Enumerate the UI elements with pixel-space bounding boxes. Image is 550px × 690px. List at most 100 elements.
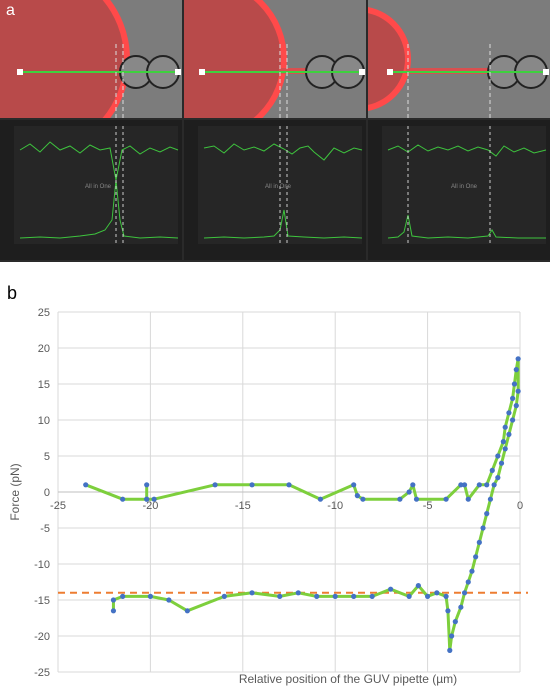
svg-text:All in One: All in One (451, 184, 478, 190)
data-point (513, 403, 519, 409)
data-point (249, 590, 255, 596)
data-point (473, 554, 479, 560)
y-tick-label: 20 (38, 343, 50, 355)
data-point (314, 593, 320, 599)
data-point (443, 496, 449, 502)
data-point (397, 496, 403, 502)
x-axis-label: Relative position of the GUV pipette (µm… (239, 672, 457, 686)
data-point (110, 608, 117, 614)
data-point (360, 496, 366, 502)
x-tick-label: -10 (327, 500, 343, 512)
panel-label-b: b (7, 283, 18, 303)
data-point (83, 482, 89, 488)
data-point (443, 593, 449, 599)
data-point (406, 489, 412, 495)
data-point (415, 583, 421, 589)
data-point (425, 593, 431, 599)
intensity-graph-1: All in One (0, 120, 182, 260)
data-point (410, 482, 416, 488)
data-point (369, 593, 375, 599)
micrograph-2 (184, 0, 366, 118)
data-point (495, 453, 501, 459)
data-point (484, 482, 490, 488)
data-point (286, 482, 292, 488)
data-point (151, 496, 157, 502)
micrograph-3 (368, 0, 550, 118)
data-point (476, 482, 482, 488)
intensity-graph-3: All in One (368, 120, 550, 260)
x-tick-label: -20 (142, 500, 158, 512)
micrograph-1 (0, 0, 182, 118)
data-point (249, 482, 255, 488)
x-tick-label: -25 (50, 500, 66, 512)
y-tick-label: 25 (38, 307, 50, 319)
data-point (144, 496, 150, 502)
data-point (144, 482, 150, 488)
data-point (110, 597, 117, 603)
data-point (510, 417, 516, 423)
data-point (120, 496, 126, 502)
y-tick-label: 5 (44, 451, 50, 463)
y-tick-label: -10 (34, 559, 50, 571)
data-point (500, 439, 506, 445)
y-tick-label: -15 (34, 595, 50, 607)
data-point (515, 388, 521, 394)
data-point (445, 608, 451, 614)
data-point (465, 579, 471, 585)
data-point (506, 431, 512, 437)
data-point (461, 482, 468, 488)
data-point (487, 496, 494, 502)
y-tick-label: 10 (38, 415, 50, 427)
data-point (461, 590, 468, 596)
data-point (447, 647, 453, 653)
intensity-graph-2: All in One (184, 120, 366, 260)
y-tick-label: 0 (44, 487, 50, 499)
data-point (491, 482, 497, 488)
data-point (498, 460, 505, 466)
data-point (489, 467, 495, 473)
data-point (212, 482, 218, 488)
data-point (484, 511, 490, 517)
data-point (332, 593, 338, 599)
data-point (317, 496, 324, 502)
panel-a-figure: All in One All in One All in One (0, 0, 550, 262)
data-point (434, 590, 440, 596)
data-point (458, 604, 464, 610)
svg-text:All in One: All in One (85, 184, 112, 190)
data-point (277, 593, 283, 599)
chart-grid (57, 311, 521, 673)
data-point (351, 482, 357, 488)
y-tick-label: -20 (34, 631, 50, 643)
svg-text:All in One: All in One (265, 184, 292, 190)
data-point (513, 367, 519, 373)
y-tick-label: -25 (34, 667, 50, 679)
data-point (351, 593, 357, 599)
data-point (354, 493, 360, 499)
data-point (166, 597, 172, 603)
data-point (502, 446, 508, 452)
y-axis-label: Force (pN) (8, 463, 22, 520)
data-point (458, 482, 464, 488)
panel-label-a: a (6, 2, 15, 19)
data-point (476, 539, 482, 545)
data-point (510, 395, 516, 401)
data-point (388, 586, 394, 592)
data-point (502, 424, 508, 430)
data-point (221, 593, 227, 599)
x-tick-label: -5 (423, 500, 433, 512)
data-point (480, 525, 486, 531)
data-point (120, 593, 126, 599)
data-point (406, 593, 412, 599)
data-point (295, 590, 301, 596)
y-tick-label: -5 (40, 523, 50, 535)
data-point (147, 593, 153, 599)
data-point (449, 633, 455, 639)
data-point (469, 568, 475, 574)
data-point (506, 410, 512, 416)
data-point (452, 619, 458, 625)
data-point (465, 496, 471, 502)
y-tick-label: 15 (38, 379, 50, 391)
data-point (184, 608, 190, 614)
series-group (83, 356, 521, 653)
